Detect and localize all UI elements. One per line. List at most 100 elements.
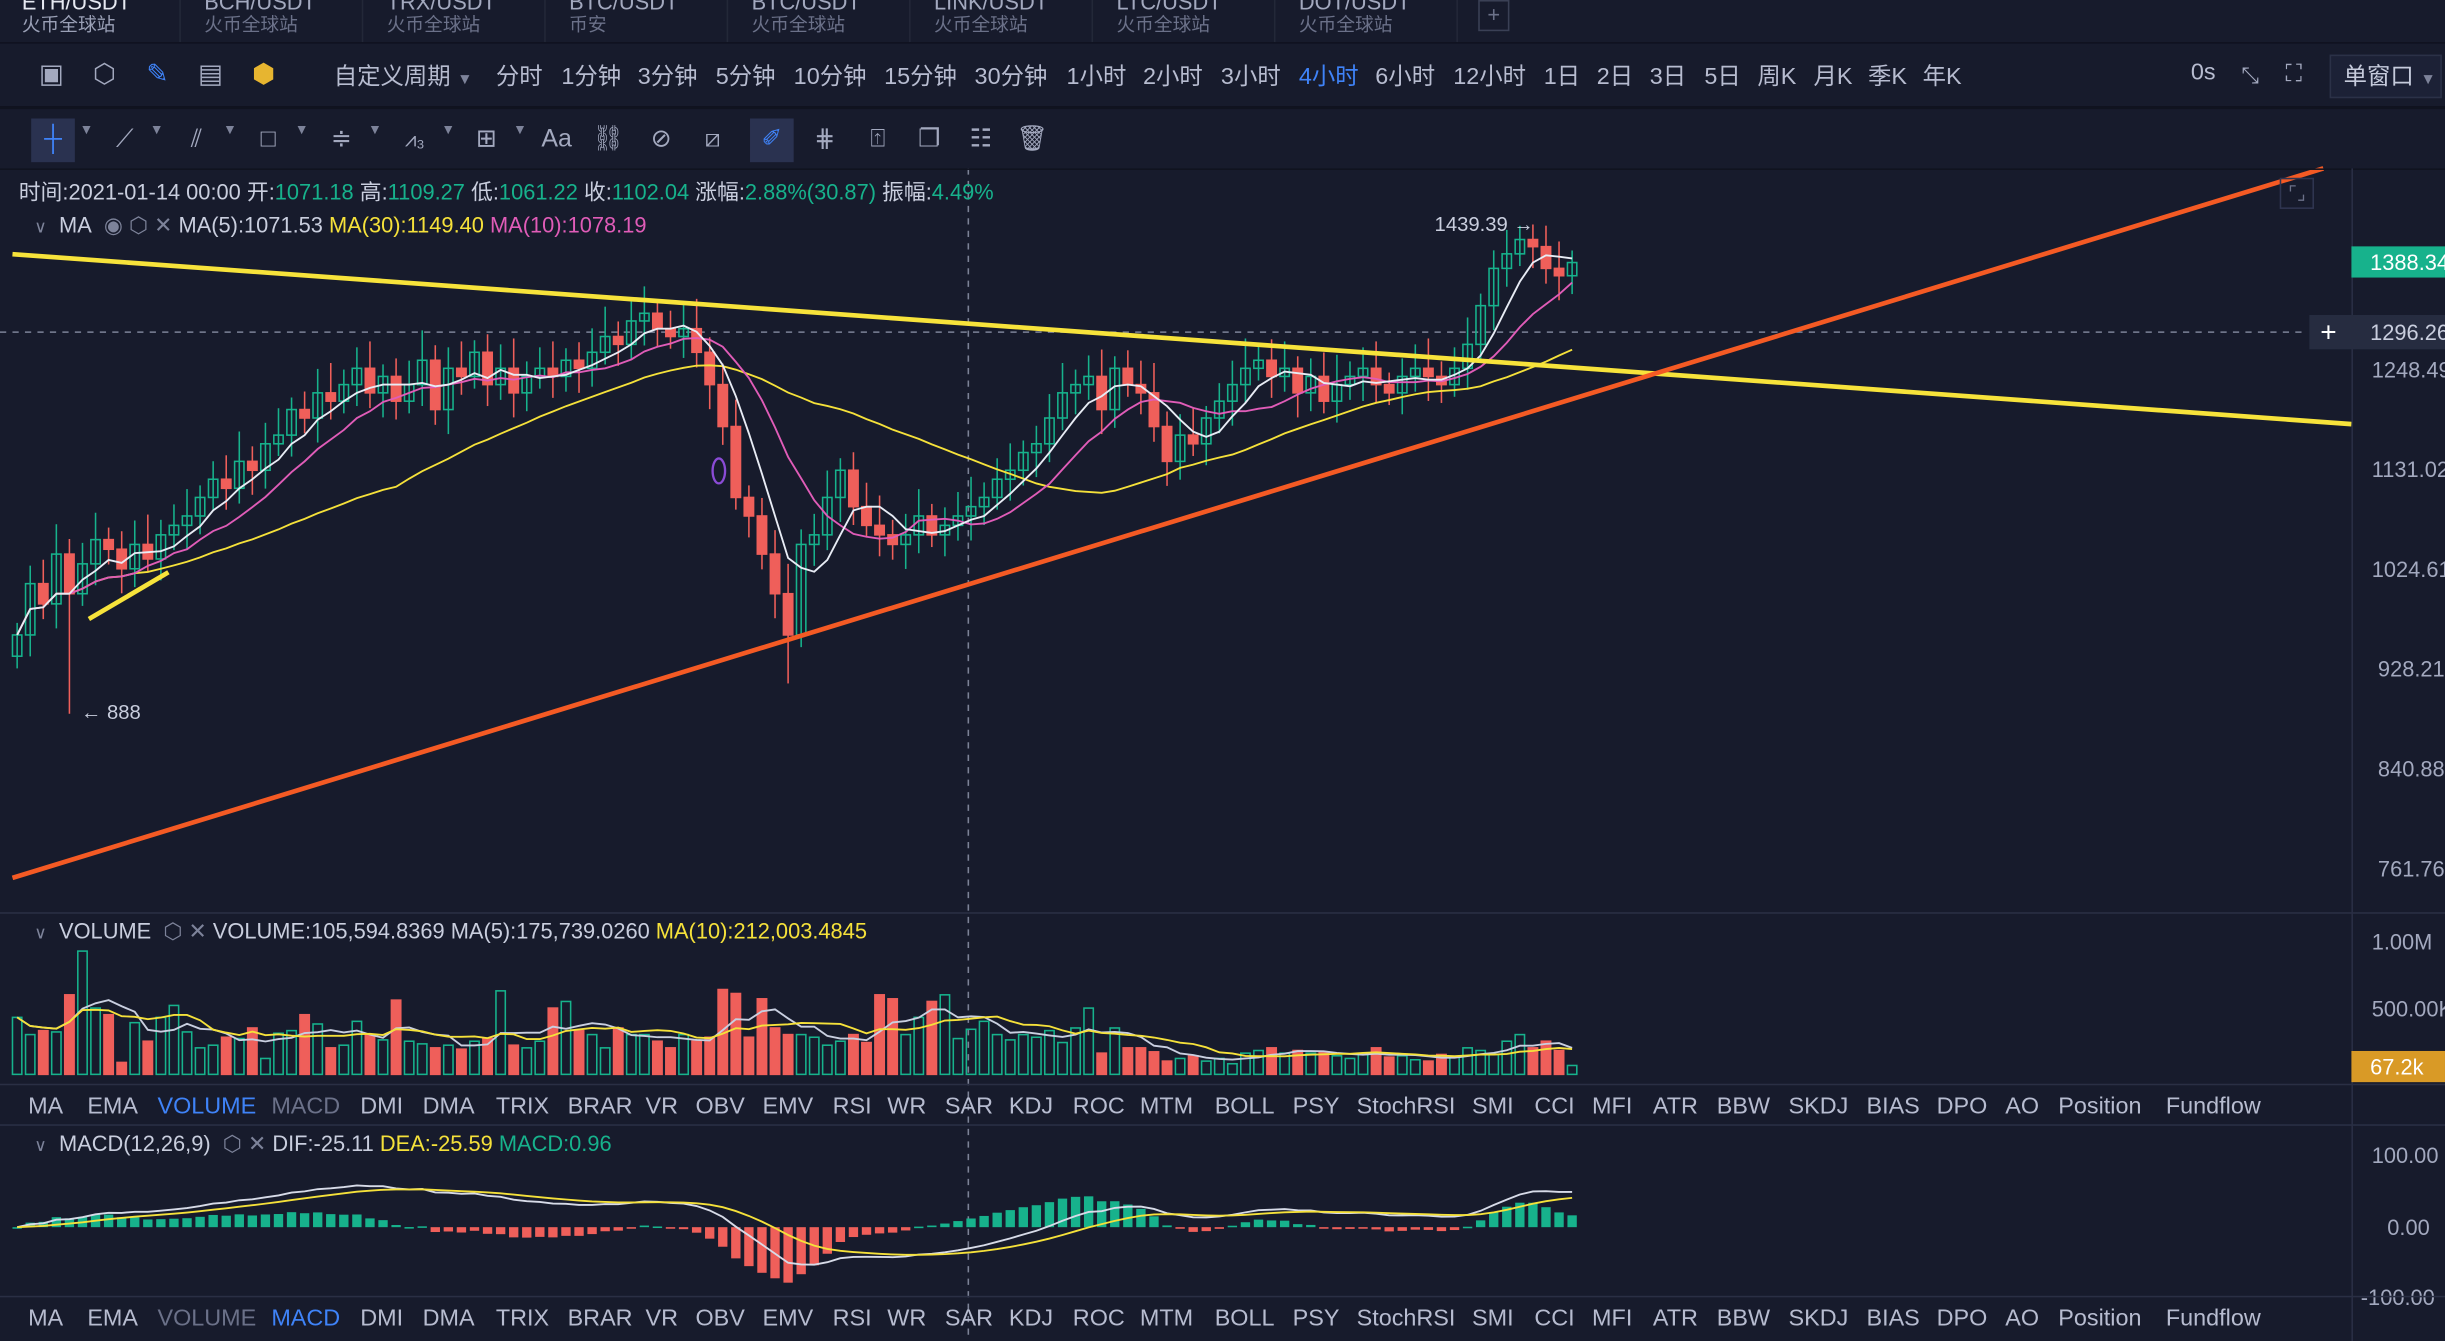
indicator-tab-dmi[interactable]: DMI: [360, 1093, 404, 1120]
indicator-tab-volume[interactable]: VOLUME: [157, 1093, 257, 1120]
indicator-tab-wr[interactable]: WR: [887, 1305, 927, 1332]
custom-period-dropdown[interactable]: 自定义周期 ▼: [334, 59, 473, 92]
indicator-tab-wr[interactable]: WR: [887, 1093, 927, 1120]
collapse-chevron-icon[interactable]: ∨: [34, 218, 47, 238]
indicator-tab-cci[interactable]: CCI: [1534, 1093, 1575, 1120]
hide-drawings-icon[interactable]: ⋕: [814, 126, 836, 153]
period-option[interactable]: 3小时: [1220, 63, 1281, 91]
indicator-tab-roc[interactable]: ROC: [1072, 1093, 1125, 1120]
collapse-chevron-icon[interactable]: ∨: [34, 924, 47, 944]
chevron-down-icon[interactable]: ▼: [294, 121, 309, 138]
chevron-down-icon[interactable]: ▼: [367, 121, 382, 138]
settings-icon[interactable]: ⬡: [163, 918, 183, 944]
indicator-tab-sar[interactable]: SAR: [944, 1305, 994, 1332]
text-tool[interactable]: Aa: [541, 126, 572, 153]
indicator-tab-mtm[interactable]: MTM: [1139, 1305, 1194, 1332]
indicator-tab-bbw[interactable]: BBW: [1716, 1305, 1771, 1332]
indicator-tab-ma[interactable]: MA: [28, 1305, 64, 1332]
chevron-down-icon[interactable]: ▼: [79, 121, 94, 138]
indicator-tab-boll[interactable]: BOLL: [1214, 1305, 1275, 1332]
eye-icon[interactable]: ◉: [103, 212, 123, 238]
symbol-tab[interactable]: LTC/USDT 火币全球站: [1095, 0, 1276, 43]
indicator-tab-emv[interactable]: EMV: [762, 1305, 814, 1332]
indicator-tab-smi[interactable]: SMI: [1471, 1305, 1514, 1332]
chevron-down-icon[interactable]: ▼: [513, 121, 527, 138]
window-mode-select[interactable]: 单窗口 ▼: [2329, 54, 2442, 99]
period-option[interactable]: 3日: [1649, 63, 1687, 91]
chart-type-icon[interactable]: ▣: [38, 59, 64, 89]
symbol-tab[interactable]: BTC/USDT 币安: [547, 0, 729, 43]
drawing-list-icon[interactable]: ☷: [969, 126, 992, 153]
period-option[interactable]: 30分钟: [974, 63, 1048, 91]
indicator-tab-ao[interactable]: AO: [2005, 1093, 2040, 1120]
draw-pencil-icon[interactable]: ✎: [146, 59, 169, 89]
pane-divider[interactable]: [0, 1124, 2445, 1126]
indicator-tab-bias[interactable]: BIAS: [1866, 1093, 1920, 1120]
indicator-tab-stochrsi[interactable]: StochRSI: [1356, 1305, 1456, 1332]
period-option[interactable]: 年K: [1922, 63, 1962, 91]
period-option[interactable]: 2小时: [1142, 63, 1203, 91]
symbol-tab[interactable]: DOT/USDT 火币全球站: [1277, 0, 1458, 43]
period-option[interactable]: 分时: [495, 63, 543, 91]
add-alert-plus-icon[interactable]: +: [2320, 316, 2337, 348]
continuous-draw-icon[interactable]: ✐: [750, 118, 794, 163]
symbol-tab[interactable]: LINK/USDT 火币全球站: [912, 0, 1094, 43]
indicator-tab-ema[interactable]: EMA: [87, 1305, 139, 1332]
period-option[interactable]: 1小时: [1066, 63, 1127, 91]
indicator-tab-atr[interactable]: ATR: [1652, 1305, 1698, 1332]
period-option[interactable]: 周K: [1757, 63, 1797, 91]
indicator-tab-skdj[interactable]: SKDJ: [1788, 1305, 1849, 1332]
indicator-tab-mfi[interactable]: MFI: [1592, 1305, 1633, 1332]
indicator-tab-rsi[interactable]: RSI: [832, 1093, 872, 1120]
indicator-tab-kdj[interactable]: KDJ: [1008, 1305, 1054, 1332]
indicator-tab-vr[interactable]: VR: [645, 1305, 679, 1332]
indicator-gear-icon[interactable]: ⬢: [251, 59, 276, 89]
fullscreen-icon[interactable]: ⛶: [2285, 60, 2302, 88]
add-tab-button[interactable]: +: [1478, 0, 1510, 32]
period-option[interactable]: 6小时: [1375, 63, 1436, 91]
indicator-tab-boll[interactable]: BOLL: [1214, 1093, 1275, 1120]
period-option[interactable]: 5日: [1704, 63, 1741, 91]
period-option[interactable]: 1日: [1543, 63, 1581, 91]
indicator-tab-mfi[interactable]: MFI: [1592, 1093, 1633, 1120]
indicator-tab-obv[interactable]: OBV: [695, 1093, 745, 1120]
indicator-tab-smi[interactable]: SMI: [1471, 1093, 1514, 1120]
settings-icon[interactable]: ⬡: [129, 212, 149, 238]
indicator-tab-fundflow[interactable]: Fundflow: [2165, 1093, 2261, 1120]
indicator-tab-position[interactable]: Position: [2058, 1305, 2142, 1332]
close-icon[interactable]: ✕: [247, 1130, 267, 1156]
indicator-tab-stochrsi[interactable]: StochRSI: [1356, 1093, 1456, 1120]
symbol-tab[interactable]: BTC/USDT 火币全球站: [730, 0, 911, 43]
close-icon[interactable]: ✕: [154, 212, 173, 238]
indicator-tab-skdj[interactable]: SKDJ: [1788, 1093, 1849, 1120]
period-option[interactable]: 5分钟: [715, 63, 776, 91]
period-option[interactable]: 季K: [1868, 63, 1908, 91]
period-option[interactable]: 12小时: [1453, 63, 1527, 91]
settings-hex-icon[interactable]: ⬡: [92, 59, 117, 89]
indicator-tab-sar[interactable]: SAR: [944, 1093, 994, 1120]
pane-divider[interactable]: [0, 912, 2445, 914]
period-option[interactable]: 15分钟: [884, 63, 957, 91]
period-option[interactable]: 2日: [1596, 63, 1634, 91]
indicator-tab-mtm[interactable]: MTM: [1139, 1093, 1194, 1120]
parallel-channel-tool-icon[interactable]: ⫽: [190, 126, 203, 153]
indicator-tab-atr[interactable]: ATR: [1652, 1093, 1698, 1120]
lock-drawings-icon[interactable]: ⊘: [650, 126, 672, 153]
period-option[interactable]: 10分钟: [793, 63, 867, 91]
settings-icon[interactable]: ⬡: [222, 1130, 242, 1156]
indicator-tab-dpo[interactable]: DPO: [1936, 1305, 1988, 1332]
indicator-tab-volume[interactable]: VOLUME: [157, 1305, 257, 1332]
indicator-tab-vr[interactable]: VR: [645, 1093, 679, 1120]
trend-line-tool-icon[interactable]: ⟋: [115, 126, 134, 153]
ruler-icon[interactable]: ⧄: [704, 126, 721, 153]
rectangle-tool-icon[interactable]: □: [260, 126, 276, 153]
indicator-tab-macd[interactable]: MACD: [271, 1093, 341, 1120]
indicator-tab-rsi[interactable]: RSI: [832, 1305, 872, 1332]
indicator-tab-ema[interactable]: EMA: [87, 1093, 139, 1120]
wave-tool-icon[interactable]: ⩘₃: [404, 127, 425, 152]
indicator-tab-dma[interactable]: DMA: [422, 1093, 475, 1120]
indicator-tab-macd[interactable]: MACD: [271, 1305, 341, 1332]
chevron-down-icon[interactable]: ▼: [149, 121, 164, 138]
indicator-tab-dma[interactable]: DMA: [422, 1305, 475, 1332]
